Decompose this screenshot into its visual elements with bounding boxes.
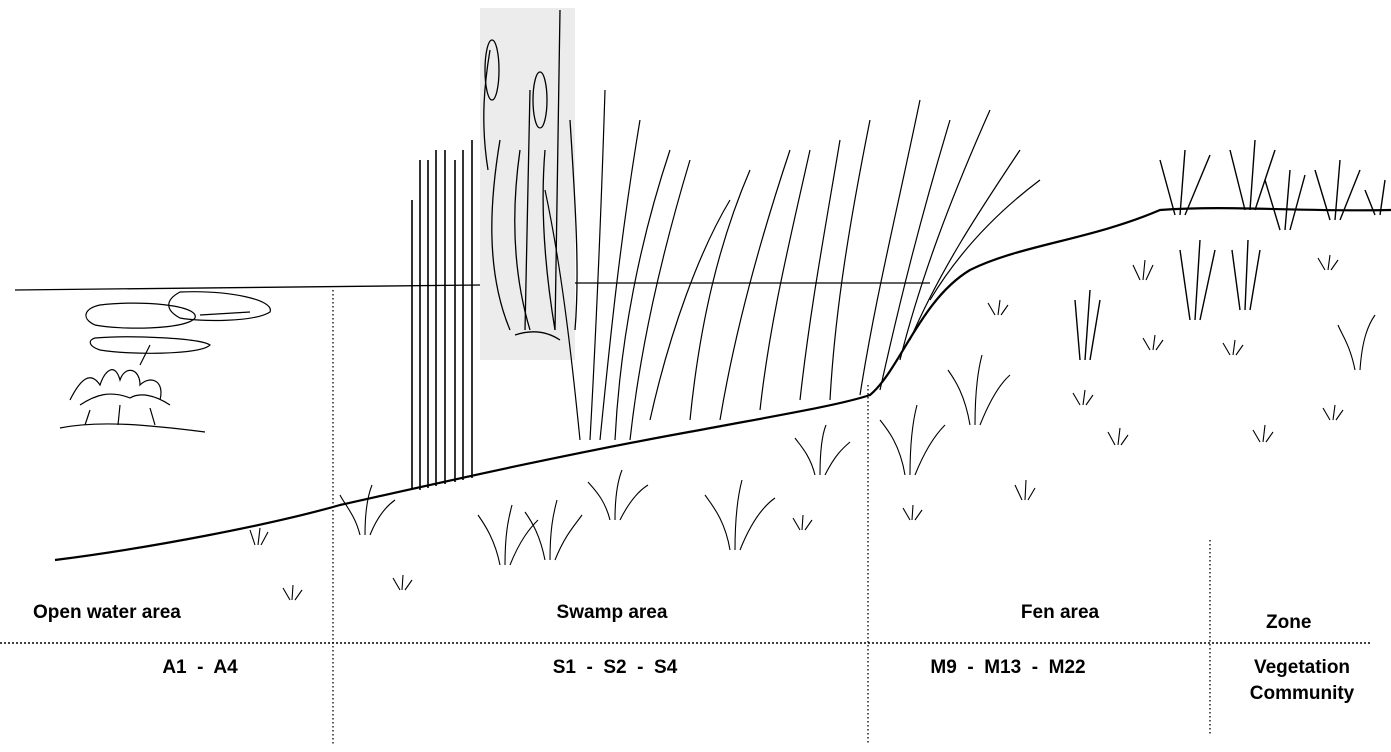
zone-dividers (332, 290, 1211, 745)
submerged-rosette (59, 369, 206, 433)
grass-clumps (339, 314, 1376, 566)
ground-profile (54, 207, 1391, 562)
reed-bundle (411, 140, 473, 490)
fen-tussocks (1074, 139, 1386, 361)
zone-label-open-water: Open water area (33, 602, 181, 623)
zone-label-fen: Fen area (1020, 602, 1100, 623)
legend-community-line2: Community (1249, 683, 1355, 704)
community-label-open-water: A1 - A4 (162, 657, 238, 678)
grass-tufts (249, 254, 1344, 601)
legend-zone-label: Zone (1266, 612, 1312, 633)
cattails (483, 9, 578, 341)
swamp-sedges (544, 89, 1041, 441)
legend-community-line1: Vegetation (1253, 657, 1351, 678)
water-lily-pads (85, 291, 271, 366)
legend-community-label: Vegetation Community (1250, 655, 1355, 707)
zone-label-swamp: Swamp area (556, 602, 668, 623)
community-label-fen: M9 - M13 - M22 (930, 657, 1086, 678)
community-label-swamp: S1 - S2 - S4 (552, 657, 678, 678)
